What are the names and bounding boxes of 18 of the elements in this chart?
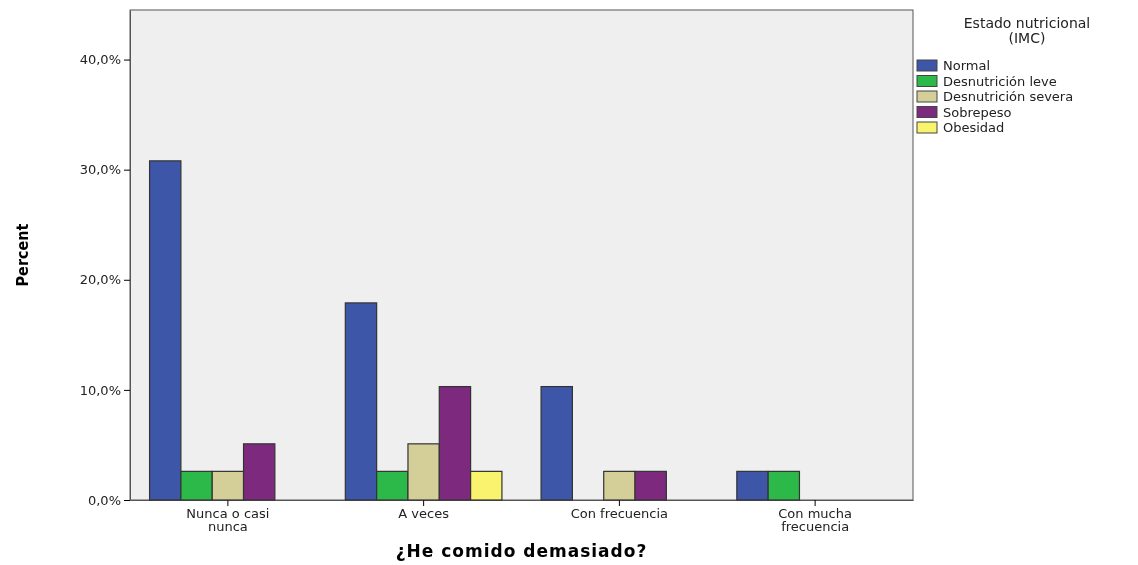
legend-label: Obesidad	[943, 120, 1005, 135]
y-tick-label: 0,0%	[87, 492, 121, 508]
x-tick-label: Nunca o casi nunca	[186, 506, 270, 535]
legend-label: Desnutrición leve	[943, 73, 1057, 89]
y-tick-label: 30,0%	[79, 162, 121, 178]
y-axis-title: Percent	[13, 223, 32, 287]
x-tick-label: Con frecuencia	[570, 506, 669, 522]
y-tick-label: 20,0%	[79, 272, 121, 288]
x-axis-title: ¿He comido demasiado?	[395, 541, 648, 561]
legend-label: Normal	[943, 58, 991, 73]
y-tick-label: 40,0%	[79, 52, 121, 68]
legend-label: Sobrepeso	[943, 104, 1012, 120]
bar	[540, 385, 573, 501]
y-tick-label: 10,0%	[79, 382, 121, 398]
legend-title: Estado nutricional (IMC)	[963, 15, 1091, 46]
x-tick-label: A veces	[398, 506, 450, 522]
x-tick-label: Con mucha frecuencia	[778, 506, 852, 535]
legend-label: Desnutrición severa	[943, 89, 1074, 104]
